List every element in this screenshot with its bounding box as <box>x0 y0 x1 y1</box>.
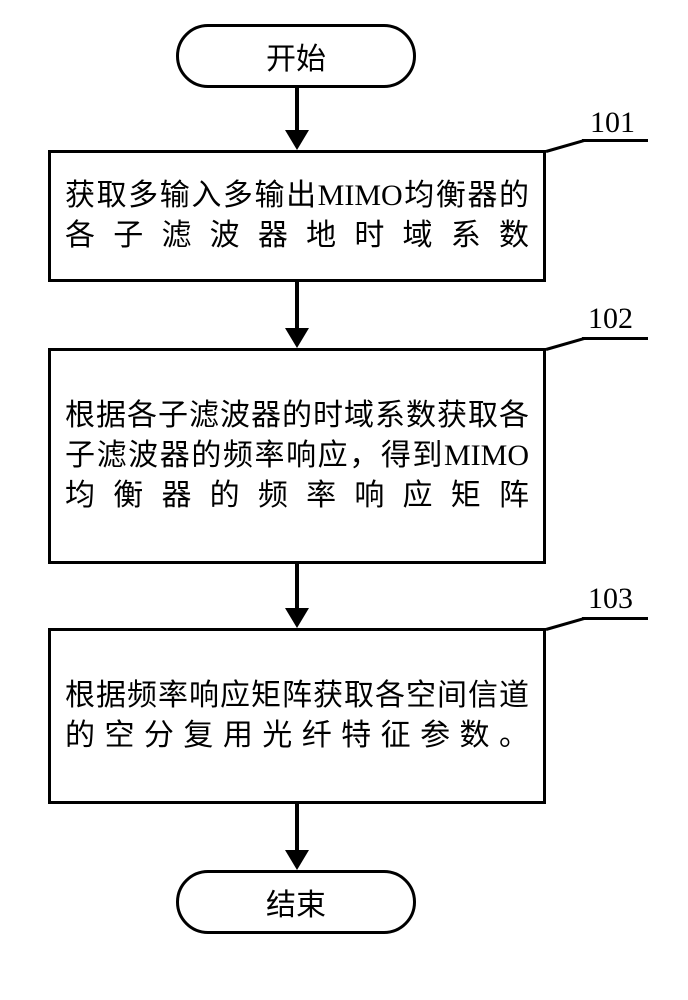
process-step-102: 根据各子滤波器的时域系数获取各子滤波器的频率响应，得到MIMO均衡器的频率响应矩… <box>48 348 546 564</box>
process-step-101-text: 获取多输入多输出MIMO均衡器的各子滤波器地时域系数 <box>65 176 529 256</box>
arrow-3-head <box>285 608 309 628</box>
label-102-text: 102 <box>588 302 633 335</box>
arrow-2-head <box>285 328 309 348</box>
process-step-102-text: 根据各子滤波器的时域系数获取各子滤波器的频率响应，得到MIMO均衡器的频率响应矩… <box>65 396 529 516</box>
process-step-103: 根据频率响应矩阵获取各空间信道的空分复用光纤特征参数。 <box>48 628 546 804</box>
lead-102-h <box>582 337 648 340</box>
label-103-text: 103 <box>588 582 633 615</box>
lead-101-diag <box>546 139 585 153</box>
start-terminator: 开始 <box>176 24 416 88</box>
label-101: 101 <box>590 106 635 140</box>
process-step-103-text: 根据频率响应矩阵获取各空间信道的空分复用光纤特征参数。 <box>65 676 529 756</box>
end-text: 结束 <box>266 880 326 924</box>
arrow-3-line <box>295 564 299 610</box>
arrow-1-head <box>285 130 309 150</box>
label-101-text: 101 <box>590 106 635 139</box>
process-step-101: 获取多输入多输出MIMO均衡器的各子滤波器地时域系数 <box>48 150 546 282</box>
label-103: 103 <box>588 582 633 616</box>
end-terminator: 结束 <box>176 870 416 934</box>
lead-103-h <box>582 617 648 620</box>
arrow-1-line <box>295 88 299 132</box>
lead-103-diag <box>546 617 585 631</box>
arrow-4-head <box>285 850 309 870</box>
lead-102-diag <box>546 337 585 351</box>
start-text: 开始 <box>266 34 326 78</box>
label-102: 102 <box>588 302 633 336</box>
arrow-4-line <box>295 804 299 852</box>
arrow-2-line <box>295 282 299 330</box>
